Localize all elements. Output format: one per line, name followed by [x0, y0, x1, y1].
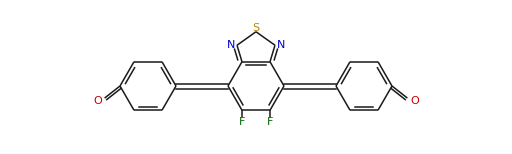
Text: F: F	[267, 117, 273, 127]
Text: O: O	[410, 96, 419, 106]
Text: N: N	[277, 40, 285, 50]
Text: O: O	[93, 96, 102, 106]
Text: S: S	[252, 23, 260, 33]
Text: F: F	[239, 117, 245, 127]
Text: N: N	[227, 40, 235, 50]
